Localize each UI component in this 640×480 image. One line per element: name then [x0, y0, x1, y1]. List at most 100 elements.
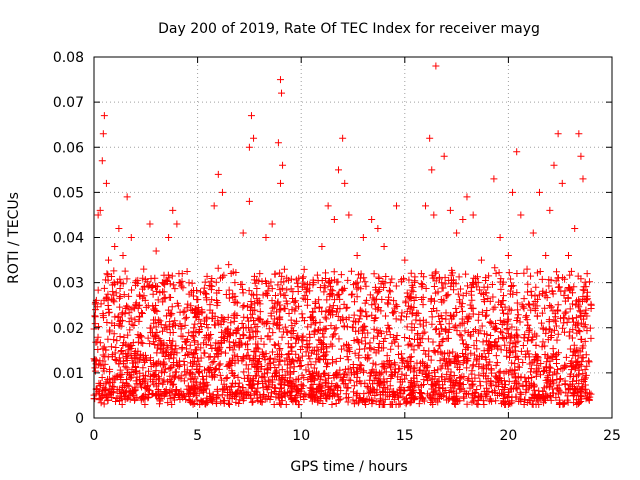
data-point [235, 379, 243, 387]
data-point [279, 375, 287, 383]
data-point [255, 358, 263, 366]
data-point [532, 283, 540, 291]
data-point [147, 324, 155, 332]
data-point [432, 268, 440, 276]
data-point [103, 270, 111, 278]
data-point [151, 316, 159, 324]
data-point [350, 369, 358, 377]
data-point [469, 279, 477, 287]
data-point [445, 389, 453, 397]
data-point [303, 301, 311, 309]
data-point [227, 319, 235, 327]
data-point [450, 286, 458, 294]
data-point [501, 341, 509, 349]
data-point [272, 291, 280, 299]
data-point [406, 391, 414, 399]
data-point [428, 307, 436, 315]
data-point [377, 380, 385, 388]
data-point [146, 340, 154, 348]
data-point [242, 341, 250, 349]
data-point [288, 343, 296, 351]
data-point [565, 315, 573, 323]
data-point [243, 302, 251, 310]
data-point [447, 368, 455, 376]
data-point [578, 376, 586, 384]
data-point [320, 333, 328, 341]
data-point [443, 396, 451, 404]
data-point [169, 320, 177, 328]
data-point [183, 268, 191, 276]
data-point [359, 323, 367, 331]
data-point [231, 314, 239, 322]
data-point [428, 166, 436, 174]
data-point [397, 389, 405, 397]
data-point [525, 375, 533, 383]
data-point [572, 314, 580, 322]
data-point [427, 356, 435, 364]
data-point [411, 273, 419, 281]
data-point [150, 332, 158, 340]
data-point [505, 377, 513, 385]
data-point [189, 390, 197, 398]
data-point [522, 378, 530, 386]
data-point [582, 306, 590, 314]
data-point [125, 343, 133, 351]
data-point [345, 314, 353, 322]
data-point [276, 269, 284, 277]
data-point [565, 386, 573, 394]
data-point [185, 369, 193, 377]
data-point [395, 351, 403, 359]
data-point [410, 304, 418, 312]
data-point [162, 365, 170, 373]
data-point [145, 367, 153, 375]
data-point [487, 332, 495, 340]
data-point [384, 293, 392, 301]
data-point [285, 309, 293, 317]
data-point [403, 313, 411, 321]
data-point [587, 334, 595, 342]
data-point [369, 380, 377, 388]
data-point [245, 287, 253, 295]
data-point [320, 369, 328, 377]
data-point [406, 399, 414, 407]
data-point [553, 351, 561, 359]
data-point [247, 297, 255, 305]
data-point [555, 283, 563, 291]
data-point [116, 285, 124, 293]
data-point [333, 372, 341, 380]
data-point [478, 364, 486, 372]
data-point [304, 344, 312, 352]
data-point [320, 288, 328, 296]
data-point [123, 369, 131, 377]
data-point [276, 76, 284, 84]
data-point [570, 399, 578, 407]
data-point [233, 299, 241, 307]
data-point [277, 278, 285, 286]
data-point [180, 357, 188, 365]
data-point [351, 349, 359, 357]
data-point [332, 357, 340, 365]
data-point [357, 270, 365, 278]
data-point [201, 290, 209, 298]
data-point [146, 220, 154, 228]
data-point [457, 303, 465, 311]
data-point [410, 324, 418, 332]
data-point [116, 333, 124, 341]
data-point [347, 376, 355, 384]
data-point [304, 376, 312, 384]
data-point [363, 355, 371, 363]
data-point [575, 296, 583, 304]
data-point [505, 388, 513, 396]
data-point [495, 369, 503, 377]
data-point [537, 371, 545, 379]
data-point [570, 283, 578, 291]
data-point [492, 361, 500, 369]
data-point [177, 282, 185, 290]
data-point [199, 375, 207, 383]
data-point [355, 315, 363, 323]
data-point [312, 358, 320, 366]
data-point [539, 338, 547, 346]
data-point [299, 279, 307, 287]
data-point [270, 384, 278, 392]
data-point [487, 377, 495, 385]
